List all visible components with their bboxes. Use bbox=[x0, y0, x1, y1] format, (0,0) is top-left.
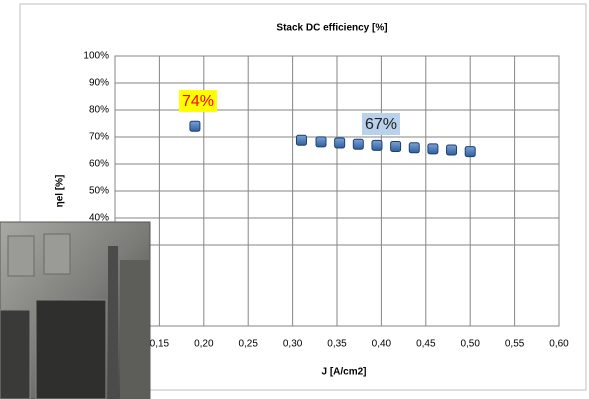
x-tick-label: 0,35 bbox=[327, 339, 347, 350]
data-point bbox=[465, 147, 475, 157]
x-tick-label: 0,40 bbox=[372, 339, 392, 350]
x-tick-label: 0,55 bbox=[505, 339, 525, 350]
data-point bbox=[296, 135, 306, 145]
x-tick-label: 0,60 bbox=[549, 339, 569, 350]
y-tick-label: 90% bbox=[89, 78, 109, 89]
data-point bbox=[372, 140, 382, 150]
plot-area: 30%40%50%60%70%80%90%100%0,150,200,250,3… bbox=[83, 51, 569, 350]
y-tick-label: 70% bbox=[89, 132, 109, 143]
x-axis-label: J [A/cm2] bbox=[321, 367, 366, 378]
y-tick-label: 60% bbox=[89, 159, 109, 170]
chart: Stack DC efficiency [%] J [A/cm2] ηel [%… bbox=[0, 0, 589, 399]
data-point bbox=[190, 121, 200, 131]
annotation: 74% bbox=[182, 93, 214, 110]
x-tick-label: 0,20 bbox=[194, 339, 214, 350]
data-point bbox=[447, 145, 457, 155]
data-point bbox=[409, 143, 419, 153]
x-tick-label: 0,30 bbox=[283, 339, 303, 350]
photo bbox=[0, 222, 150, 399]
data-point bbox=[391, 141, 401, 151]
y-tick-label: 100% bbox=[83, 51, 109, 62]
chart-title: Stack DC efficiency [%] bbox=[276, 23, 387, 34]
x-tick-label: 0,15 bbox=[150, 339, 170, 350]
annotation: 67% bbox=[365, 116, 397, 133]
page: {"chart_data": {"type": "scatter", "titl… bbox=[0, 0, 589, 399]
y-tick-label: 50% bbox=[89, 186, 109, 197]
x-tick-label: 0,50 bbox=[460, 339, 480, 350]
data-point bbox=[353, 139, 363, 149]
y-axis-label: ηel [%] bbox=[55, 175, 66, 208]
data-point bbox=[316, 137, 326, 147]
y-tick-label: 80% bbox=[89, 105, 109, 116]
x-tick-label: 0,25 bbox=[238, 339, 258, 350]
data-point bbox=[335, 138, 345, 148]
x-tick-label: 0,45 bbox=[416, 339, 436, 350]
data-point bbox=[428, 144, 438, 154]
